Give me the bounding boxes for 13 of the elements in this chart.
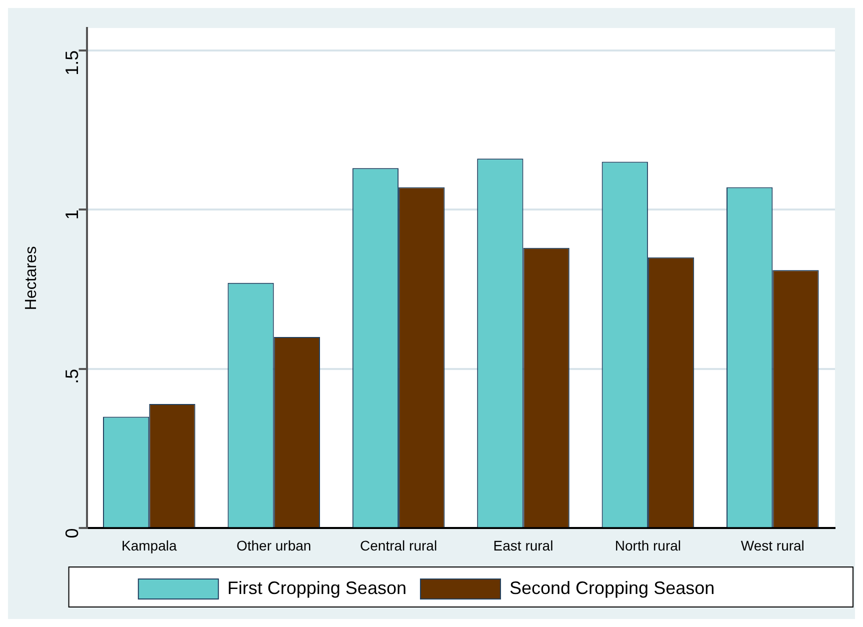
x-tick-label: Central rural xyxy=(360,537,438,554)
x-tick-label: West rural xyxy=(740,537,804,554)
legend-label: Second Cropping Season xyxy=(509,578,715,598)
x-tick-label: Kampala xyxy=(122,537,177,554)
y-tick-label: .5 xyxy=(62,368,82,384)
y-tick-label: 1 xyxy=(62,210,82,220)
y-tick-label: 1.5 xyxy=(62,50,82,76)
x-tick-label: East rural xyxy=(493,537,554,554)
y-axis-title: Hectares xyxy=(23,246,40,310)
legend-label: First Cropping Season xyxy=(227,578,406,598)
y-tick-label: 0 xyxy=(62,528,82,538)
x-tick-label: Other urban xyxy=(236,537,312,554)
x-tick-label: North rural xyxy=(614,537,682,554)
